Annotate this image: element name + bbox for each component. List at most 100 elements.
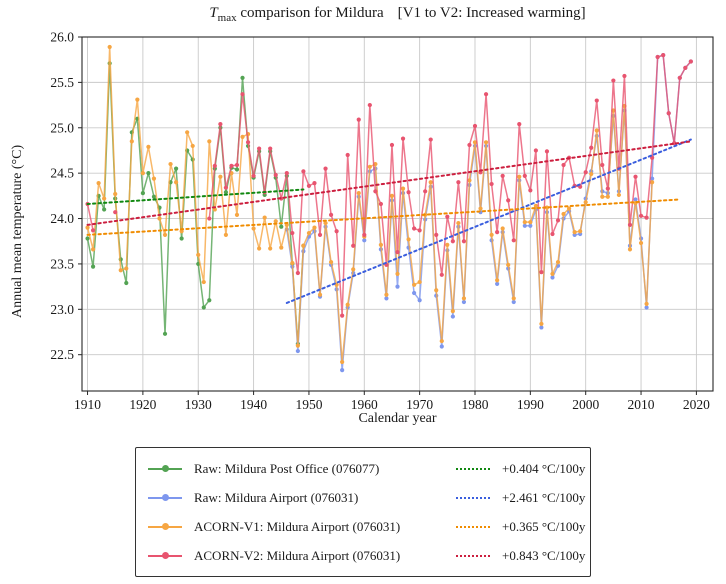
data-point [500,173,505,178]
x-tick-label: 2010 [628,397,655,412]
data-point [434,288,439,293]
data-point [251,173,256,178]
data-point [522,173,527,178]
data-point [489,232,494,237]
data-point [439,338,444,344]
data-point [273,219,278,224]
data-point [434,232,439,237]
data-point [594,128,599,133]
data-point [439,344,444,349]
data-point [85,236,90,241]
data-point [533,203,538,208]
legend-label-acorn-v2: ACORN-V2: Mildura Airport (076031) [194,547,401,563]
data-point [257,146,262,151]
data-point [572,230,577,235]
data-point [517,122,522,127]
data-point [650,180,655,185]
data-point [495,281,500,286]
data-point [218,174,223,179]
legend-line-acorn-v1-icon [148,520,182,534]
x-tick-label: 2000 [572,397,599,412]
data-point [638,213,644,218]
data-point [389,142,395,148]
x-tick-label: 1970 [406,397,433,412]
data-point [384,296,389,301]
title-math-T: T [209,5,218,21]
data-point [417,279,422,285]
data-point [472,140,478,145]
data-point [129,139,134,144]
data-point [638,240,644,246]
data-point [290,260,295,266]
y-tick-label: 23.5 [50,256,74,271]
data-point [539,269,544,275]
data-point [412,226,417,231]
data-point [295,348,300,354]
data-point [317,232,323,237]
y-axis-label: Annual mean temperature (°C) [10,144,25,318]
y-tick-label: 26.0 [50,30,74,45]
data-point [157,216,162,221]
y-tick-label: 25.5 [50,75,74,90]
data-point [356,191,361,196]
data-point [428,180,433,185]
legend-label-raw-airport: Raw: Mildura Airport (076031) [194,489,359,505]
data-point [334,229,339,234]
data-point [113,191,118,197]
data-point [234,162,240,168]
data-point [456,220,461,226]
data-point [511,296,516,301]
data-point [533,148,538,153]
data-point [90,247,96,252]
data-point [162,331,168,336]
data-point [257,246,262,251]
data-point [312,181,317,186]
data-point [683,65,688,70]
data-point [633,174,638,179]
data-point [201,279,206,285]
data-point [450,309,455,314]
data-point [223,185,229,190]
data-point [240,134,245,139]
x-axis-label: Calendar year [358,411,437,426]
data-point [472,123,478,129]
data-point [489,181,494,187]
data-point [124,280,129,286]
data-point [544,149,550,154]
x-tick-label: 1910 [74,397,101,412]
data-point [600,162,605,168]
data-point [389,193,395,198]
data-point [240,92,245,97]
data-point [113,210,118,215]
data-point [528,223,533,228]
data-point [627,222,633,227]
data-point [151,176,157,181]
y-tick-label: 24.0 [50,211,74,226]
data-point [340,359,345,365]
trend-line-1 [285,138,692,304]
data-point [356,117,361,122]
data-point [279,245,284,250]
data-point [107,44,112,50]
data-point [367,164,372,169]
trend-line-2 [86,198,681,236]
data-point [273,172,278,178]
data-point [102,196,107,201]
data-point [511,238,516,243]
data-point [633,197,638,202]
series-line-3 [86,203,94,231]
data-point [506,198,511,203]
legend-label-trend-orange: +0.365 °C/100y [502,518,586,534]
legend-trend-orange-icon [456,520,490,534]
data-point [412,290,417,296]
data-point [412,282,417,287]
legend-trend-blue-icon [456,491,490,505]
data-point [102,207,107,212]
data-point [345,302,350,307]
data-point [506,262,511,267]
data-point [395,250,400,255]
data-point [301,169,306,174]
data-point [583,170,588,175]
data-point [362,232,367,237]
data-point [611,78,616,83]
